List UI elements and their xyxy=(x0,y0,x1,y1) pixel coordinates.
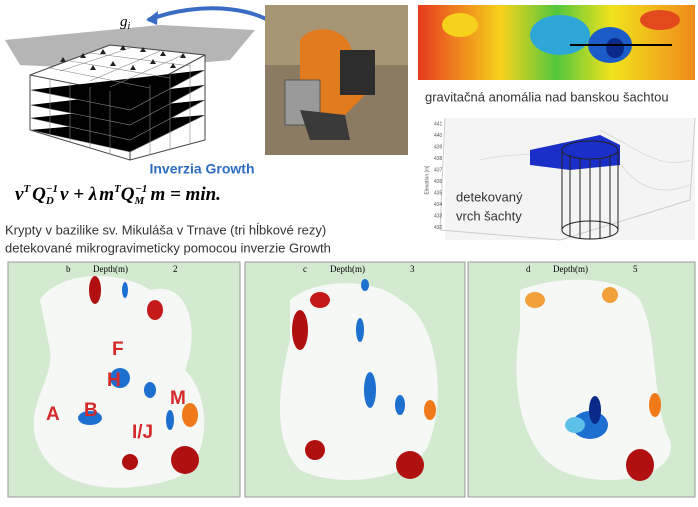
diagram-label: g xyxy=(120,14,128,30)
crypt-label: F xyxy=(112,339,124,360)
panel-axis: Depth(m) xyxy=(330,264,365,274)
anomaly xyxy=(144,382,156,398)
panel-letter: d xyxy=(526,264,531,274)
panel-axis: Depth(m) xyxy=(553,264,588,274)
anomaly xyxy=(649,393,661,417)
anomaly xyxy=(396,451,424,479)
panel-axis: Depth(m) xyxy=(93,264,128,274)
svg-text:gi: gi xyxy=(120,14,131,32)
map-region xyxy=(516,279,671,480)
anomaly xyxy=(589,396,601,424)
anomaly xyxy=(364,372,376,408)
diagram-label-sub: i xyxy=(128,21,131,32)
anomaly xyxy=(122,454,138,470)
anomaly xyxy=(305,440,325,460)
tick-label: 439 xyxy=(434,144,443,150)
tick-label: 440 xyxy=(434,133,443,139)
anomaly xyxy=(361,279,369,291)
anomaly xyxy=(122,282,128,298)
anomaly xyxy=(292,310,308,350)
tick-label: 438 xyxy=(434,156,443,162)
anomaly xyxy=(626,449,654,481)
gravity-caption: gravitačná anomália nad banskou šachtou xyxy=(425,89,669,104)
anomaly xyxy=(310,292,330,308)
shaft-plot: Elevation [m] 441 440 439 438 437 436 435 434 43… xyxy=(424,117,696,241)
crypt-label: H xyxy=(107,370,121,391)
photo-caption: Inverzia Growth xyxy=(149,161,254,177)
crypt-label: A xyxy=(46,404,60,425)
description-line: detekované mikrogravimeticky pomocou inv… xyxy=(5,240,331,255)
photo xyxy=(265,5,408,155)
anomaly xyxy=(182,403,198,427)
anomaly xyxy=(424,400,436,420)
formula: vT QD−1 v + λ mTQM−1 m = min. xyxy=(15,183,221,207)
panel-letter: b xyxy=(66,264,71,274)
tick-label: 433 xyxy=(434,213,443,219)
anomaly xyxy=(525,292,545,308)
axis-label: Elevation [m] xyxy=(424,165,430,195)
annotation: detekovaný xyxy=(456,189,523,204)
tick-label: 436 xyxy=(434,179,443,185)
anomaly xyxy=(78,411,102,425)
gravity-map xyxy=(418,5,695,80)
anomaly xyxy=(565,417,585,433)
crypt-label: M xyxy=(170,388,186,409)
map-region xyxy=(280,283,438,480)
anomaly xyxy=(395,395,405,415)
tick-label: 437 xyxy=(434,167,443,173)
panel-depth: 2 xyxy=(173,264,178,274)
tick-label: 441 xyxy=(434,121,443,127)
panel-depth: 5 xyxy=(633,264,638,274)
description-line: Krypty v bazilike sv. Mikuláša v Trnave … xyxy=(5,222,326,237)
anomaly xyxy=(171,446,199,474)
anomaly xyxy=(356,318,364,342)
anomaly xyxy=(166,410,174,430)
crypt-label: I/J xyxy=(132,422,153,443)
anomaly xyxy=(602,287,618,303)
annotation: vrch šachty xyxy=(456,208,522,223)
panel-depth: 3 xyxy=(410,264,415,274)
tick-label: 434 xyxy=(434,202,443,208)
anomaly xyxy=(147,300,163,320)
anomaly xyxy=(110,368,130,388)
cube-diagram: gi xyxy=(5,6,292,161)
tick-label: 435 xyxy=(434,190,443,196)
crypt-label: B xyxy=(84,400,98,421)
tick-label: 432 xyxy=(434,225,443,231)
anomaly xyxy=(89,276,101,304)
panel-letter: c xyxy=(303,264,307,274)
